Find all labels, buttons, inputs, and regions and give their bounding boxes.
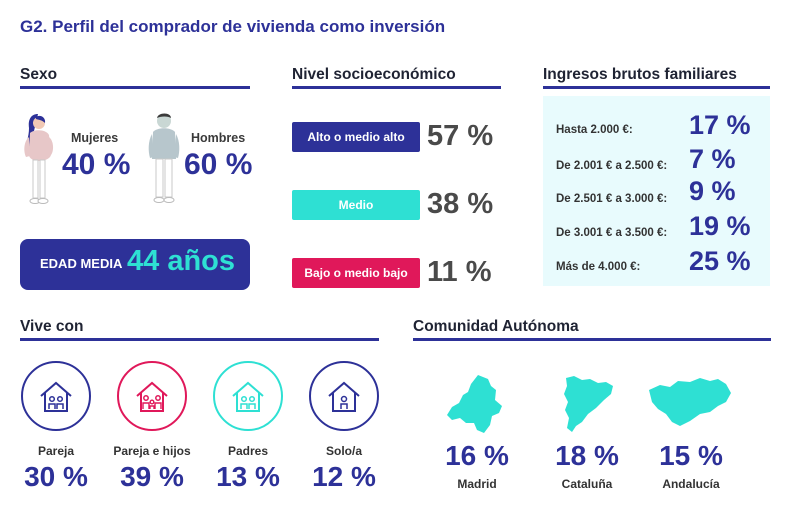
andalucia-map-icon xyxy=(649,378,731,426)
madrid-map-icon xyxy=(447,375,502,433)
vive-label-pareja-hijos: Pareja e hijos xyxy=(113,444,191,458)
nivel-bar-bajo: Bajo o medio bajo xyxy=(292,258,420,288)
padres-circle xyxy=(213,361,283,431)
vive-label-padres: Padres xyxy=(227,444,269,458)
sexo-rule xyxy=(20,86,250,89)
vive-con-rule xyxy=(20,338,379,341)
vive-label-pareja: Pareja xyxy=(37,444,75,458)
nivel-bar-medio: Medio xyxy=(292,190,420,220)
pareja-hijos-circle xyxy=(117,361,187,431)
ingresos-rule xyxy=(543,86,770,89)
ingresos-label-5: Más de 4.000 €: xyxy=(556,261,641,273)
hombres-label: Hombres xyxy=(191,131,246,145)
ingresos-label-3: De 2.501 € a 3.000 €: xyxy=(556,193,668,205)
region-label-madrid: Madrid xyxy=(457,477,497,491)
vive-pct-solo: 12 % xyxy=(312,461,376,492)
ingresos-pct-5: 25 % xyxy=(689,246,751,276)
nivel-rule xyxy=(292,86,501,89)
house-single-icon xyxy=(328,381,360,412)
vive-con-heading: Vive con xyxy=(20,318,84,335)
ingresos-pct-2: 7 % xyxy=(689,144,736,174)
house-parents-icon xyxy=(232,381,264,412)
nivel-pct-medio: 38 % xyxy=(427,188,494,220)
region-pct-andalucia: 15 % xyxy=(659,440,723,471)
nivel-pct-bajo: 11 % xyxy=(427,256,492,288)
man-icon xyxy=(148,113,180,203)
hombres-pct: 60 % xyxy=(184,148,253,181)
region-pct-madrid: 16 % xyxy=(445,440,509,471)
ingresos-label-1: Hasta 2.000 €: xyxy=(556,124,633,136)
edad-media-value: 44 años xyxy=(127,245,235,277)
sexo-heading: Sexo xyxy=(20,66,58,83)
ingresos-panel xyxy=(543,96,770,286)
house-couple-icon xyxy=(40,381,72,412)
vive-pct-padres: 13 % xyxy=(216,461,280,492)
ingresos-heading: Ingresos brutos familiares xyxy=(543,66,737,83)
region-pct-cataluna: 18 % xyxy=(555,440,619,471)
mujeres-pct: 40 % xyxy=(62,148,131,181)
woman-icon xyxy=(24,114,54,204)
edad-media-box: EDAD MEDIA 44 años xyxy=(20,239,250,290)
ingresos-pct-1: 17 % xyxy=(689,110,751,140)
ingresos-label-4: De 3.001 € a 3.500 €: xyxy=(556,227,668,239)
nivel-heading: Nivel socioeconómico xyxy=(292,66,456,83)
nivel-bar-alto: Alto o medio alto xyxy=(292,122,420,152)
comunidad-heading: Comunidad Autónoma xyxy=(413,318,579,335)
region-label-andalucia: Andalucía xyxy=(662,477,720,491)
mujeres-label: Mujeres xyxy=(71,131,119,145)
comunidad-rule xyxy=(413,338,771,341)
solo-circle xyxy=(309,361,379,431)
vive-pct-pareja: 30 % xyxy=(24,461,88,492)
ingresos-label-2: De 2.001 € a 2.500 €: xyxy=(556,160,668,172)
nivel-pct-alto: 57 % xyxy=(427,120,494,152)
ingresos-pct-4: 19 % xyxy=(689,211,751,241)
region-label-cataluna: Cataluña xyxy=(561,477,613,491)
vive-label-solo: Solo/a xyxy=(325,444,362,458)
ingresos-pct-3: 9 % xyxy=(689,176,736,206)
cataluna-map-icon xyxy=(564,376,613,432)
house-family-icon xyxy=(136,381,168,412)
page-title: G2. Perfil del comprador de vivienda com… xyxy=(20,17,446,36)
vive-pct-pareja-hijos: 39 % xyxy=(120,461,184,492)
edad-media-label: EDAD MEDIA xyxy=(40,256,123,271)
pareja-circle xyxy=(21,361,91,431)
